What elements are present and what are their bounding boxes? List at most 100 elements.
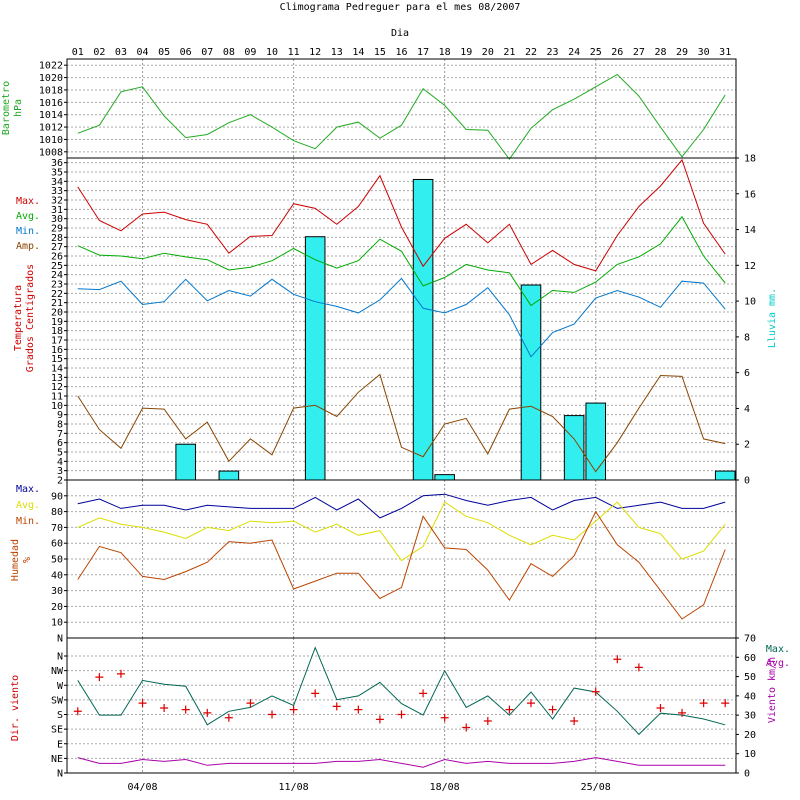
wind-direction-point [375,715,384,724]
rain-bar [218,470,240,481]
day-tick-label: 25 [590,47,602,58]
y-tick-label: 2 [744,440,750,451]
humidity-line-avg [77,501,726,562]
week-tick-label: 18/08 [430,782,460,793]
day-tick-label: 21 [503,47,515,58]
temperature-axis-title: Grados Centigrados [25,264,36,372]
wind-direction-point [246,699,255,708]
y-tick-label: 9 [57,410,63,421]
y-tick-label: 12 [51,382,63,393]
y-tick-label: 28 [51,233,63,244]
humidity-legend-entry: Min. [16,516,40,527]
wind-direction-point [289,705,298,714]
pressure-axis-title: Barometro [1,81,12,135]
y-tick-label: 0 [744,769,750,780]
day-tick-label: 18 [439,47,451,58]
humidity-line-min [77,510,726,620]
rain-axis-title: Lluvia mm. [767,288,778,348]
wind-direction-point [613,655,622,664]
day-tick-label: 02 [93,47,105,58]
y-tick-label: 1012 [39,123,63,134]
y-tick-label: 34 [51,177,63,188]
y-tick-label: 11 [51,392,63,403]
wind-direction-point [591,687,600,696]
day-tick-label: 06 [180,47,192,58]
day-tick-label: 24 [568,47,580,58]
y-tick-label: 21 [51,298,63,309]
y-tick-label: 30 [744,711,756,722]
y-tick-label: 50 [51,555,63,566]
wind-direction-points [73,655,730,732]
y-tick-label: 6 [744,368,750,379]
wind-direction-point [95,673,104,682]
y-tick-label: 4 [57,457,63,468]
wind-legend-entry: Max. [766,644,790,655]
day-tick-label: 29 [676,47,688,58]
y-tick-label: 35 [51,168,63,179]
y-tick-label: 29 [51,224,63,235]
wind-direction-point [548,705,557,714]
day-tick-label: 22 [525,47,537,58]
y-tick-label: 10 [51,618,63,629]
day-tick-label: 31 [719,47,731,58]
day-tick-label: 11 [288,47,300,58]
wind-direction-point [181,705,190,714]
y-tick-label: 15 [51,354,63,365]
y-tick-label: 70 [744,634,756,645]
temperature-line-avg [77,215,726,307]
day-tick-label: 20 [482,47,494,58]
temperature-legend-entry: Amp. [16,241,40,252]
temperature-legend-entry: Avg. [16,211,40,222]
y-tick-label: 40 [744,691,756,702]
y-tick-label: NE [51,754,63,765]
rain-bar [412,178,434,481]
y-tick-label: 7 [57,429,63,440]
y-tick-label: NW [51,666,64,677]
y-tick-label: 90 [51,491,63,502]
x-axis-title: Dia [391,28,409,39]
grid-lines [67,59,736,773]
temperature-line-max [77,158,726,272]
temperature-legend-entry: Min. [16,226,40,237]
wind-direction-point [656,704,665,712]
y-tick-label: 3 [57,466,63,477]
day-tick-label: 03 [115,47,127,58]
y-tick-label: 10 [51,401,63,412]
y-tick-label: 4 [744,404,750,415]
y-tick-label: 36 [51,158,63,169]
humidity-legend-entry: Max. [16,484,40,495]
y-tick-label: N [57,634,63,645]
y-tick-label: 23 [51,280,63,291]
day-tick-label: 13 [331,47,343,58]
y-tick-label: 26 [51,252,63,263]
y-tick-label: 60 [51,539,63,550]
day-tick-label: 04 [137,47,149,58]
y-tick-label: 10 [744,749,756,760]
y-tick-label: 5 [57,448,63,459]
y-tick-label: 50 [744,672,756,683]
wind-direction-point [699,699,708,708]
y-tick-label: 17 [51,336,63,347]
axis-titles-and-legends: Barometro hPa Max. Avg. Min. Amp. Temperatura G… [1,81,790,741]
y-tick-label: 18 [744,154,756,165]
y-tick-label: S [57,710,63,721]
y-tick-label: 33 [51,186,63,197]
day-tick-label: 23 [547,47,559,58]
wind-direction-point [419,689,428,698]
day-tick-label: 01 [72,47,84,58]
temperature-line-min [77,277,726,358]
y-tick-label: SE [51,725,63,736]
y-tick-label: 1016 [39,98,63,109]
y-tick-label: 1020 [39,73,63,84]
wind-direction-point [526,699,535,708]
wind-direction-point [505,705,514,714]
y-tick-label: 19 [51,317,63,328]
wind-direction-point [634,663,643,672]
wind-direction-point [224,713,233,722]
y-tick-label: 25 [51,261,63,272]
temperature-line-amp [77,373,726,473]
wind-speed-line-max [77,646,726,736]
week-tick-label: 25/08 [581,782,611,793]
series-lines [77,73,726,768]
